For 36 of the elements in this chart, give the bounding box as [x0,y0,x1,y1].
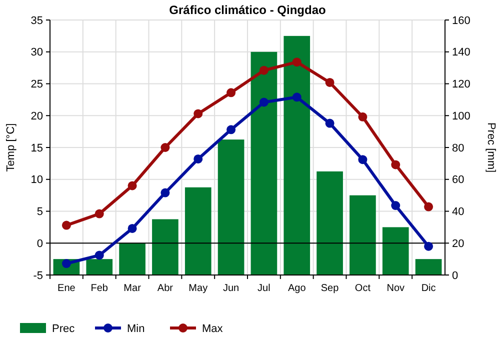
y2-tick-label: 160 [452,14,470,27]
x-tick-label: Sep [320,283,340,294]
y2-tick-label: 80 [452,142,464,154]
x-tick-label: Nov [386,283,405,294]
y2-axis-title: Prec [mm] [485,122,497,173]
x-tick-label: Oct [354,283,371,294]
legend-label: Prec [52,322,76,335]
y-tick-label: 10 [30,174,43,186]
y2-tick-label: 0 [452,270,458,282]
y-axis-title: Temp [°C] [5,123,17,172]
y-tick-label: 30 [30,46,43,59]
y-tick-label: 25 [30,78,43,91]
y2-tick-label: 40 [452,206,464,218]
y-tick-label: -5 [33,270,43,282]
x-tick-label: Feb [90,283,108,294]
x-tick-label: Mar [124,283,142,294]
x-tick-label: Jul [258,283,270,294]
x-tick-label: Abr [157,283,174,294]
legend-label: Min [127,322,145,335]
y-tick-label: 0 [36,238,43,250]
y-tick-label: 35 [30,14,43,27]
y2-tick-label: 120 [452,78,470,91]
y-tick-label: 5 [36,206,43,218]
y2-tick-label: 20 [452,238,464,250]
y-tick-label: 20 [30,110,43,122]
x-tick-label: Dic [421,283,436,294]
y-tick-label: 15 [30,142,43,154]
y2-tick-label: 140 [452,46,470,59]
x-tick-label: Ago [288,283,306,294]
chart-title: Gráfico climático - Qingdao [169,3,326,17]
x-tick-label: Ene [58,283,76,294]
x-tick-label: Jun [222,283,240,294]
x-tick-label: May [188,283,208,294]
legend-label: Max [202,322,224,335]
y2-tick-label: 100 [452,110,470,122]
y2-tick-label: 60 [452,174,464,186]
